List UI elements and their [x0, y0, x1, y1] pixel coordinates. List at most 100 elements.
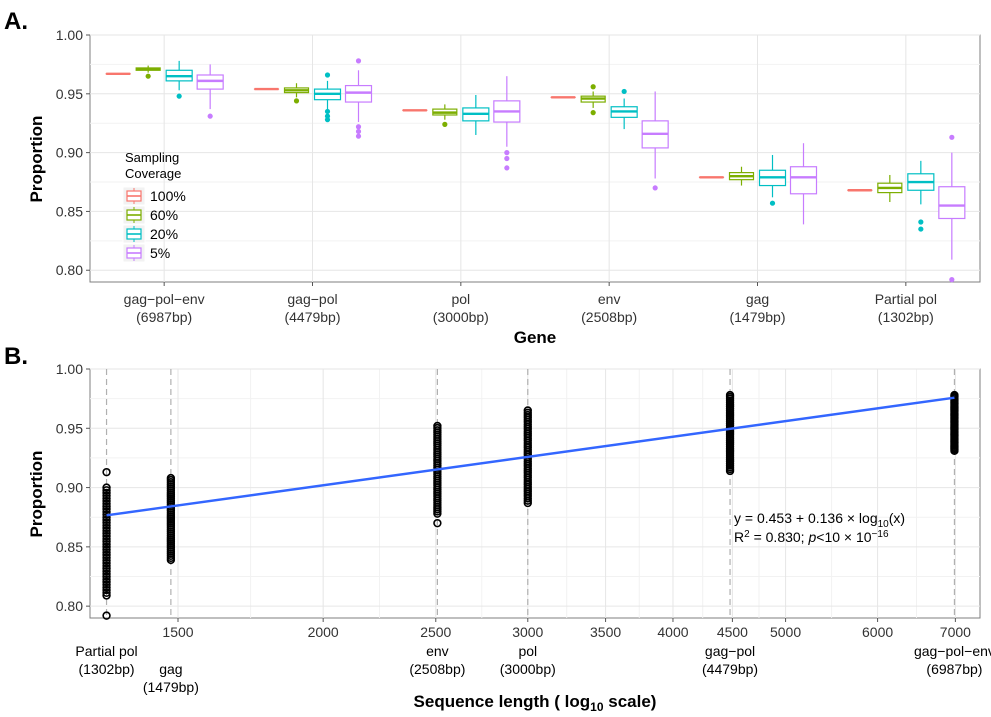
data-point: [102, 542, 111, 552]
legend-label: 100%: [150, 188, 186, 204]
panel-b-y-ticks: 0.80 0.85 0.90 0.95 1.00: [56, 361, 90, 614]
panel-a-label: A.: [4, 8, 28, 35]
data-point: [102, 580, 111, 589]
x-tick-label-name: gag: [746, 291, 769, 307]
marker-label-name: gag−pol−env: [914, 643, 991, 659]
data-point: [102, 548, 111, 557]
box-5pct-5: [938, 134, 966, 283]
marker-label-bp: (6987bp): [926, 661, 982, 677]
x-tick-label-bp: (1479bp): [729, 309, 785, 325]
marker-label-bp: (3000bp): [500, 661, 556, 677]
box-outlier: [590, 84, 596, 90]
box-outlier: [504, 155, 510, 162]
box-outlier: [652, 185, 658, 191]
data-point: [102, 564, 111, 573]
data-point: [433, 421, 442, 431]
box-5pct-2: [493, 76, 521, 171]
data-point: [102, 496, 111, 506]
r2-superscript: 2: [744, 529, 750, 540]
marker-label-bp: (4479bp): [702, 661, 758, 677]
panel-a-legend: Sampling Coverage 100% 60% 20% 5%: [122, 150, 186, 263]
y-tick-label: 0.95: [56, 420, 83, 436]
panel-a-boxes: [105, 58, 966, 283]
y-tick-label: 0.90: [56, 145, 83, 161]
x-tick-label: 2000: [308, 624, 339, 640]
y-tick-label: 0.95: [56, 86, 83, 102]
marker-label-bp: (2508bp): [409, 661, 465, 677]
legend-label: 20%: [150, 226, 178, 242]
y-tick-label: 0.80: [56, 598, 83, 614]
equation-suffix: (x): [889, 510, 905, 526]
regression-line: [106, 396, 955, 517]
x-tick-label: 5000: [770, 624, 801, 640]
box-20pct-1: [313, 72, 342, 123]
panel-b-plot-area: [89, 368, 981, 619]
y-tick-label: 0.85: [56, 203, 83, 219]
data-point: [102, 523, 111, 533]
data-point: [102, 572, 111, 581]
box-outlier: [918, 219, 924, 225]
data-point: [102, 534, 111, 544]
box-60pct-0: [135, 65, 161, 79]
data-point: [102, 531, 111, 541]
x-tick-label: 1500: [162, 624, 193, 640]
box-outlier: [293, 98, 300, 104]
r2-value: = 0.830;: [750, 529, 809, 545]
box-60pct-3: [580, 84, 606, 116]
legend-title-line-2: Coverage: [125, 166, 181, 181]
data-point: [102, 518, 111, 527]
box-20pct-3: [610, 88, 638, 130]
box-outlier: [355, 58, 362, 64]
panel-a-y-axis-label: Proportion: [27, 116, 46, 203]
box-outlier: [504, 150, 510, 156]
data-point: [102, 585, 111, 595]
x-tick-label: 6000: [862, 624, 893, 640]
box-outlier: [324, 108, 331, 115]
data-point: [102, 577, 111, 587]
panel-a-x-axis-label: Gene: [514, 328, 557, 347]
x-tick-label-name: Partial pol: [875, 291, 937, 307]
data-point: [725, 390, 735, 400]
marker-label-bp: (1479bp): [143, 679, 199, 695]
data-point: [102, 491, 111, 500]
data-point: [102, 583, 111, 592]
box-outlier: [621, 88, 627, 95]
data-point: [102, 504, 111, 514]
x-tick-label-name: env: [598, 291, 621, 307]
data-point: [102, 488, 111, 498]
x-tick-label-bp: (1302bp): [878, 309, 934, 325]
data-point: [102, 515, 111, 525]
data-point: [102, 529, 111, 538]
p-letter: p: [807, 529, 816, 545]
box-20pct-4: [758, 154, 787, 206]
box-outlier: [207, 113, 213, 119]
y-tick-label: 0.90: [56, 480, 83, 496]
x-tick-label-name: gag−pol: [287, 291, 337, 307]
y-tick-label: 1.00: [56, 361, 83, 377]
panel-a-plot-area: [89, 34, 981, 283]
box-outlier: [918, 226, 924, 232]
x-tick-label: 2500: [420, 624, 451, 640]
panel-b-label: B.: [4, 343, 28, 370]
r-squared: R2 = 0.830; p<10 × 10−16: [734, 529, 889, 545]
panel-a-x-ticks: gag−pol−env (6987bp) gag−pol (4479bp) pol (30…: [124, 282, 937, 325]
marker-label-name: env: [426, 643, 449, 659]
data-point-outlier: [102, 611, 111, 620]
marker-label-name: gag: [159, 661, 182, 677]
box-body: [789, 166, 818, 195]
data-point: [102, 561, 111, 570]
y-tick-label: 1.00: [56, 27, 83, 43]
box-5pct-1: [344, 58, 373, 139]
regression-annotation: y = 0.453 + 0.136 × log10(x) R2 = 0.830;…: [734, 510, 905, 545]
data-point: [102, 513, 111, 522]
legend-label: 60%: [150, 207, 178, 223]
box-5pct-3: [641, 91, 669, 191]
box-outlier: [145, 73, 151, 79]
y-tick-label: 0.85: [56, 539, 83, 555]
marker-label-name: pol: [518, 643, 537, 659]
panel-b-x-axis-label: Sequence length ( log10 scale): [414, 692, 657, 714]
box-60pct-5: [877, 174, 903, 203]
equation-subscript: 10: [878, 519, 890, 530]
box-outlier: [355, 133, 362, 139]
box-outlier: [949, 277, 955, 283]
